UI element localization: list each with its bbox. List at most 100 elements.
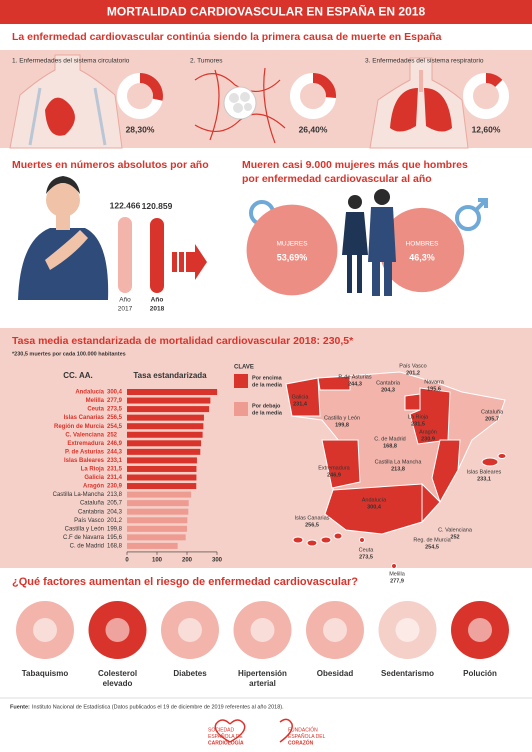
factor-label: Obesidad [317,669,354,678]
value-label: 300,4 [107,390,123,396]
gender-circle [379,207,465,293]
logo-text: CARDIOLOGÍA [208,738,244,746]
bar [127,397,211,404]
map-region: Aragón [419,429,437,435]
bar [127,448,201,455]
x-tick-label: 200 [182,557,193,563]
people [342,189,396,296]
map-value: 246,9 [327,472,341,478]
category-label: Aragón [83,484,104,490]
map-value: 256,5 [305,522,319,528]
gender-circle [246,204,338,296]
map-region: Islas Canarias [295,515,330,521]
legend-swatch [234,402,248,416]
factor-label: elevado [103,679,133,688]
map-value: 204,3 [381,387,395,393]
illustration [9,54,469,149]
category-label: Ceuta [87,407,104,413]
column-header: Tasa estandarizada [133,371,207,380]
category-label: Castilla y León [65,526,104,532]
map-value: 231,4 [293,401,308,407]
bar [127,457,197,464]
bar-value: 120.859 [142,201,173,211]
cause-label: 3. Enfermedades del sistema respiratorio [365,58,484,65]
map-value: 195,6 [427,386,441,392]
gender-group: MUJERES 53,69% HOMBRES 46,3% [246,204,465,296]
donut-arc [312,73,336,99]
map-region: Islas Baleares [467,469,502,475]
category-label: Islas Canarias [64,415,105,421]
category-label: Cantabria [78,509,105,515]
factor-label: Tabaquismo [22,669,69,678]
map-value: 244,3 [348,381,362,387]
category-label: P. de Asturias [65,449,105,455]
gender-label: HOMBRES [406,241,440,248]
factor-label: Hipertensión [238,669,287,678]
map-region: País Vasco [399,363,426,369]
category-label: Extremadura [67,441,104,447]
bar [150,217,164,293]
category-label: Andalucía [75,390,104,396]
year-label: 2017 [118,306,133,313]
bar [127,406,210,413]
factor-icon-detail [178,618,202,642]
logo-text: CORAZÓN [288,738,314,746]
year-label: Año [151,297,164,304]
bar [127,431,203,438]
map-region: Castilla y León [324,415,360,421]
map-value: 213,8 [391,466,405,472]
cause-value: 28,30% [126,124,155,134]
factor-icon-detail [33,618,57,642]
value-label: 244,3 [107,449,123,455]
map-value: 231,5 [411,421,425,427]
value-label: 233,1 [107,458,123,464]
category-label: Región de Murcia [54,424,105,430]
cause-value: 26,40% [299,124,328,134]
category-label: C. Valenciana [65,432,104,438]
factor-label: arterial [249,679,276,688]
bar [127,500,189,507]
map-value: 199,8 [335,422,349,428]
category-label: Castilla La-Mancha [53,492,105,498]
category-label: Galicia [84,475,104,481]
map-value: 252 [450,534,459,540]
logo-icons [214,718,293,743]
donut-arc [485,73,503,88]
factor-label: Colesterol [98,669,137,678]
section-title: ¿Qué factores aumentan el riesgo de enfe… [12,576,358,588]
map-value: 230,9 [421,436,435,442]
footnote: *230,5 muertes por cada 100.000 habitant… [12,351,126,357]
x-tick-label: 300 [212,557,223,563]
value-label: 246,9 [107,441,123,447]
value-label: 230,9 [107,484,123,490]
factor-icon-detail [395,618,420,642]
bar [118,217,132,293]
value-label: 231,4 [107,475,123,481]
map-region: Melilla [389,571,406,577]
x-tick-label: 100 [152,557,163,563]
map-value: 273,5 [359,554,373,560]
factor-icon-detail [468,618,492,642]
cause-label: 1. Enfermedades del sistema circulatorio [12,58,130,65]
bar [127,491,192,498]
factor-icon-detail [323,618,347,642]
bar [127,483,197,490]
map-value: 168,8 [383,443,397,449]
map-value: 205,7 [485,416,499,422]
bar [127,389,218,395]
section-title-line: por enfermedad cardiovascular al año [242,173,432,185]
bar [127,542,178,549]
value-label: 201,2 [107,518,123,524]
source-label: Fuente: [10,704,30,710]
category-label: C. de Madrid [70,543,104,549]
source-text: Instituto Nacional de Estadística (Datos… [32,704,284,710]
map-region: Navarra [424,379,445,385]
bar [127,525,187,532]
donut-arc [139,73,163,101]
category-label: País Vasco [74,518,105,524]
value-label: 213,8 [107,492,123,498]
value-label: 254,5 [107,424,123,430]
factor-label: Diabetes [173,669,207,678]
